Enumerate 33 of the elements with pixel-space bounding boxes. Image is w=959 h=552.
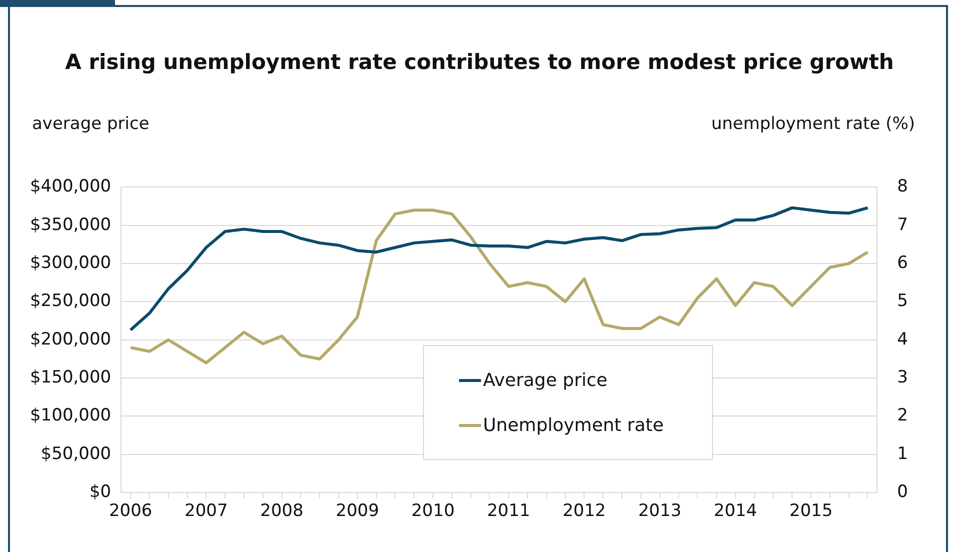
chart-title: A rising unemployment rate contributes to more modest price growth [64,50,895,74]
legend-label: Unemployment rate [483,415,664,436]
y-tick-label: $0 [89,482,112,502]
x-tick-label: 2010 [411,501,455,522]
y2-tick-label: 4 [897,329,908,350]
y-tick-label: $300,000 [30,252,112,273]
y-tick-label: $400,000 [30,176,112,197]
y2-tick-label: 1 [897,444,908,464]
legend-label: Average price [483,370,608,391]
x-tick-label: 2007 [184,501,228,522]
y-tick-label: $150,000 [30,367,112,388]
y2-tick-label: 0 [897,482,908,502]
y2-tick-label: 5 [897,291,908,312]
x-tick-label: 2006 [108,501,152,522]
y2-tick-label: 7 [897,214,908,235]
y2-axis-title: unemployment rate (%) [711,114,915,134]
x-tick-label: 2009 [336,501,380,522]
y-tick-label: $100,000 [30,406,112,426]
x-tick-label: 2008 [260,501,304,522]
x-tick-label: 2012 [562,501,606,522]
y-tick-label: $250,000 [30,291,112,312]
y-axis-title: average price [32,114,150,134]
y2-tick-label: 8 [897,176,908,197]
x-tick-label: 2013 [638,501,682,522]
y-tick-label: $200,000 [30,329,112,350]
y2-tick-label: 2 [897,406,908,426]
y-tick-label: $50,000 [40,444,112,464]
y2-tick-label: 6 [897,252,908,273]
x-tick-label: 2014 [714,501,758,522]
x-tick-label: 2011 [486,501,530,522]
y2-tick-label: 3 [897,367,908,388]
y-tick-label: $350,000 [30,214,112,235]
x-tick-label: 2015 [789,501,833,522]
